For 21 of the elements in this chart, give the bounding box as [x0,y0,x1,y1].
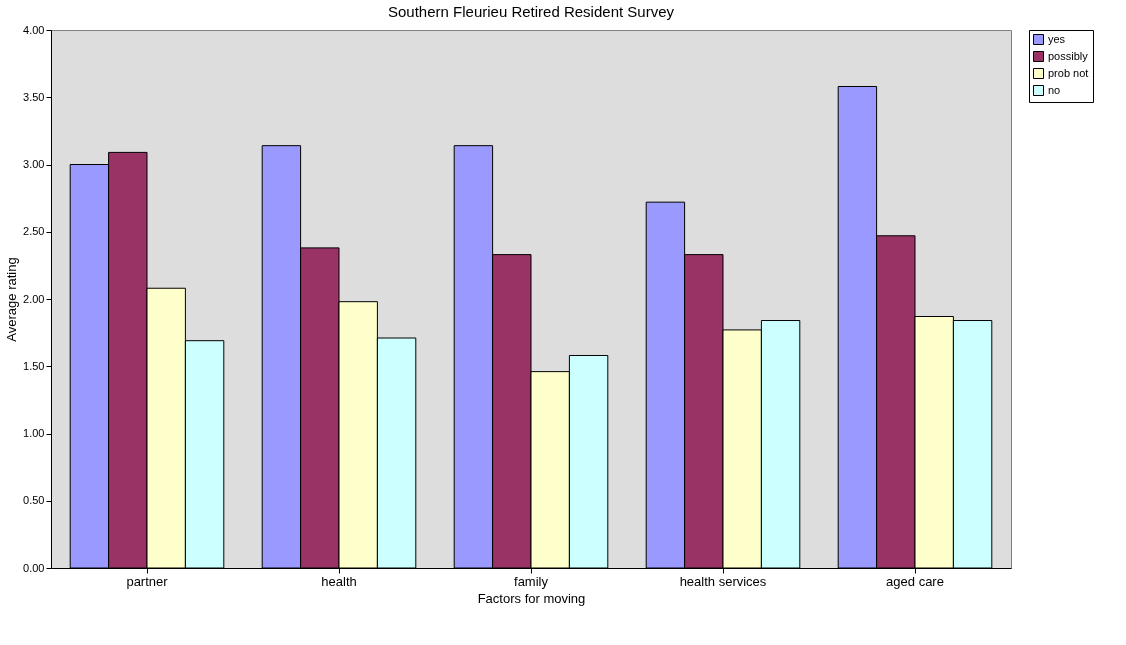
y-tick-label: 0.00 [23,561,45,574]
y-tick-label: 2.50 [23,225,45,238]
x-tick-label: health services [679,573,767,589]
y-tick-label: 1.50 [23,359,45,372]
legend-label: no [1048,83,1061,96]
legend-label: prob not [1048,66,1089,79]
y-tick-label: 0.50 [23,494,45,507]
y-tick-label: 2.00 [23,292,45,305]
x-tick-label: health [321,573,357,589]
y-axis-title: Average rating [4,257,20,342]
x-axis-title: Factors for moving [477,590,586,606]
x-tick-label: partner [126,573,169,589]
legend-label: possibly [1048,49,1089,62]
chart-title: Southern Fleurieu Retired Resident Survey [388,3,675,20]
legend-label: yes [1048,32,1066,45]
x-tick-label: family [514,573,549,589]
y-tick-label: 3.50 [23,90,45,103]
y-tick-label: 4.00 [23,23,45,36]
y-tick-label: 3.00 [23,158,45,170]
x-tick-label: aged care [886,573,944,589]
y-tick-label: 1.00 [23,427,45,439]
